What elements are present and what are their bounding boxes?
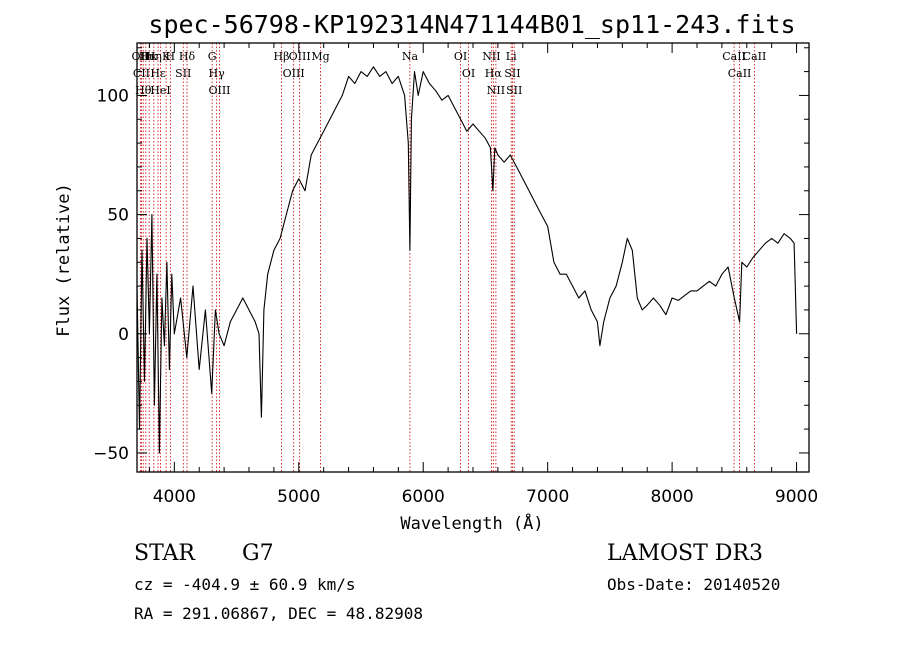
line-label: SII bbox=[504, 67, 520, 80]
line-label: Hε bbox=[150, 67, 166, 80]
chart-title: spec-56798-KP192314N471144B01_sp11-243.f… bbox=[148, 10, 795, 39]
line-label: SII bbox=[506, 84, 522, 97]
survey-name: LAMOST DR3 bbox=[607, 541, 763, 566]
x-tick-label: 4000 bbox=[153, 487, 196, 507]
line-label: Li bbox=[506, 50, 517, 63]
x-tick-label: 6000 bbox=[402, 487, 445, 507]
object-subclass: G7 bbox=[242, 541, 274, 566]
line-label: Hη bbox=[146, 50, 162, 63]
y-tick-label: 50 bbox=[107, 206, 129, 226]
y-tick-label: 0 bbox=[118, 325, 129, 345]
line-label: H bbox=[166, 50, 176, 63]
line-label: OI bbox=[454, 50, 467, 63]
line-label: CaII bbox=[743, 50, 767, 63]
line-label: Na bbox=[402, 50, 419, 63]
line-label: CII bbox=[133, 67, 150, 80]
line-label: Hδ bbox=[179, 50, 196, 63]
y-axis-ticks: −50 0 50 100 bbox=[93, 47, 809, 464]
line-label: Hγ bbox=[209, 67, 226, 80]
line-label: CaII bbox=[728, 67, 752, 80]
line-label: OIII bbox=[283, 67, 305, 80]
x-tick-label: 9000 bbox=[775, 487, 818, 507]
spectrum-series-line bbox=[136, 66, 798, 454]
line-label: HeI bbox=[150, 84, 170, 97]
line-label: Hβ bbox=[274, 50, 290, 63]
x-tick-label: 5000 bbox=[277, 487, 320, 507]
line-label: Hι bbox=[139, 50, 153, 63]
x-tick-label: 8000 bbox=[650, 487, 693, 507]
line-label: Hθ bbox=[135, 84, 152, 97]
line-label: CaII bbox=[722, 50, 746, 63]
x-axis-label: Wavelength (Å) bbox=[400, 512, 543, 534]
line-label: NII bbox=[482, 50, 500, 63]
line-label: Hκ bbox=[141, 50, 158, 63]
line-label: Mg bbox=[311, 50, 329, 63]
sky-coordinates: RA = 291.06867, DEC = 48.82908 bbox=[134, 604, 423, 623]
line-label: OIII bbox=[208, 84, 230, 97]
y-axis-label: Flux (relative) bbox=[54, 183, 74, 337]
x-axis-ticks: 4000 5000 6000 7000 8000 9000 bbox=[148, 43, 818, 507]
line-label: OIII bbox=[289, 50, 311, 63]
line-label: OII bbox=[132, 50, 150, 63]
spectral-line-markers bbox=[139, 43, 755, 472]
y-tick-label: 100 bbox=[97, 86, 129, 106]
redshift-cz: cz = -404.9 ± 60.9 km/s bbox=[134, 575, 356, 594]
y-tick-label: −50 bbox=[93, 444, 129, 464]
line-label: G bbox=[208, 50, 217, 63]
observation-date: Obs-Date: 20140520 bbox=[607, 575, 780, 594]
x-tick-label: 7000 bbox=[526, 487, 569, 507]
line-label: OI bbox=[462, 67, 475, 80]
line-label: Hα bbox=[485, 67, 503, 80]
line-label: NII bbox=[487, 84, 505, 97]
object-class: STAR bbox=[134, 541, 196, 566]
line-label: SII bbox=[175, 67, 191, 80]
line-label: K bbox=[162, 50, 171, 63]
